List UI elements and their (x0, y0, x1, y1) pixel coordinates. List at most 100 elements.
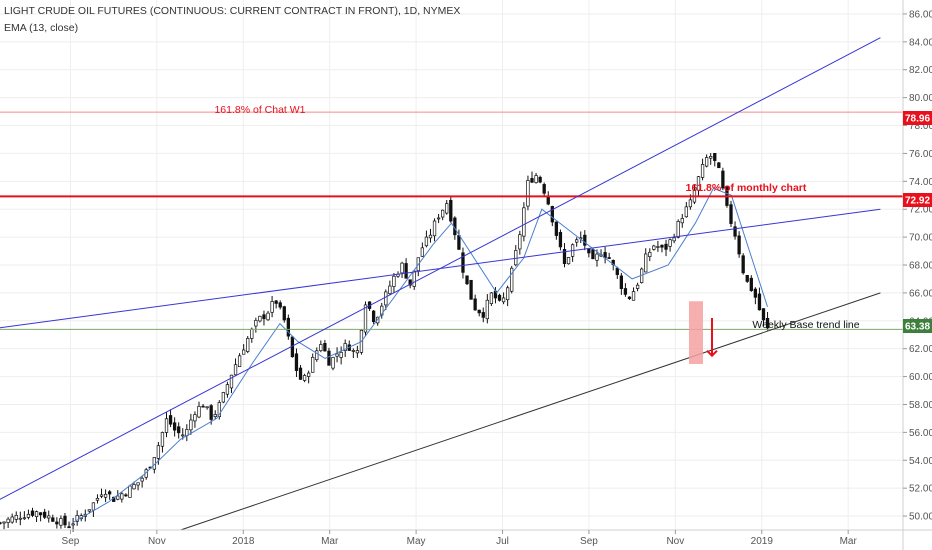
candle-body (721, 170, 725, 189)
candle-body (465, 275, 469, 285)
price-tag-level2-text: 72.92 (905, 196, 930, 207)
y-tick-label: 80.00 (909, 93, 932, 104)
candle (384, 289, 388, 311)
candle-body (445, 203, 449, 214)
y-tick-label: 72.00 (909, 205, 932, 216)
candle-body (71, 523, 75, 526)
candle-body (623, 288, 628, 295)
candle-body (680, 218, 684, 224)
candle (2, 521, 6, 530)
candle-body (30, 510, 35, 516)
candle-body (631, 291, 636, 301)
chart-title: LIGHT CRUDE OIL FUTURES (CONTINUOUS: CUR… (4, 5, 461, 17)
candle-body (221, 392, 226, 403)
candle (282, 305, 286, 323)
candle-body (193, 414, 197, 422)
candle-body (757, 293, 762, 311)
candle (514, 245, 518, 267)
candle-body (34, 511, 39, 518)
candle (449, 195, 453, 223)
candle (554, 221, 559, 240)
candle-body (717, 162, 721, 169)
candle (0, 521, 2, 525)
candle (371, 310, 376, 324)
candle-body (497, 294, 502, 301)
candle-body (209, 405, 213, 420)
candle-body (91, 502, 96, 511)
candle (534, 172, 538, 184)
x-tick-label: Mar (321, 536, 339, 547)
candle-body (258, 315, 262, 322)
candle (441, 209, 445, 221)
candle-body (607, 257, 611, 259)
candle (140, 475, 144, 488)
candle-body (514, 250, 518, 266)
candle (335, 347, 339, 363)
candle-body (550, 206, 554, 223)
candle (676, 219, 680, 239)
candle (311, 353, 315, 373)
candle (737, 231, 741, 258)
candle (664, 239, 668, 257)
candle-body (107, 491, 112, 495)
price-tag-level1-text: 78.96 (905, 114, 930, 125)
candle (432, 218, 437, 242)
x-tick-label: Nov (148, 536, 166, 547)
candle (331, 356, 335, 371)
candle (99, 488, 104, 499)
candle (262, 310, 266, 326)
candle (652, 244, 656, 251)
candle (424, 230, 429, 248)
candle-body (246, 338, 250, 352)
x-tick-label: Mar (840, 536, 858, 547)
candle (63, 512, 67, 528)
candle-body (656, 246, 660, 248)
candle-body (518, 234, 522, 250)
candle (319, 340, 323, 353)
candle-body (684, 206, 688, 218)
candle-body (124, 494, 128, 497)
y-tick-label: 56.00 (909, 428, 932, 439)
monthly-annotation: 161.8% of monthly chart (686, 182, 807, 194)
candle (485, 294, 489, 324)
candle-body (713, 152, 717, 161)
candle-body (473, 298, 477, 311)
w1-annotation: 161.8% of Chat W1 (214, 104, 305, 116)
candle (91, 502, 96, 518)
candle (258, 315, 262, 323)
candle-body (765, 317, 770, 329)
y-tick-label: 78.00 (909, 121, 932, 132)
candle (34, 510, 39, 523)
candle-body (384, 291, 388, 306)
candle-body (489, 292, 494, 304)
candle-body (615, 267, 619, 275)
x-tick-label: May (407, 536, 426, 547)
x-axis[interactable]: Sep Nov 2018 Mar May Jul Sep Nov 2019 Mar (0, 529, 932, 547)
candle (623, 283, 628, 297)
candle-body (510, 267, 514, 292)
candle-body (676, 221, 680, 238)
candle (412, 270, 416, 290)
candle (757, 287, 762, 311)
candle-body (14, 514, 18, 520)
candle-body (733, 226, 737, 237)
candle (38, 512, 43, 522)
candle-body (538, 176, 542, 183)
candle (713, 152, 717, 167)
candle-body (270, 301, 274, 313)
candle (404, 258, 408, 279)
candle-body (205, 406, 209, 409)
candle-body (501, 297, 506, 303)
candle (428, 228, 433, 243)
candle (47, 510, 51, 523)
candle-body (432, 220, 437, 237)
candle (355, 345, 360, 358)
candle (721, 167, 725, 191)
candle-body (355, 350, 360, 354)
candle (635, 282, 640, 292)
candle (522, 202, 526, 242)
candle (343, 339, 347, 357)
candle-body (225, 384, 230, 395)
price-tag-level2 (903, 193, 932, 207)
